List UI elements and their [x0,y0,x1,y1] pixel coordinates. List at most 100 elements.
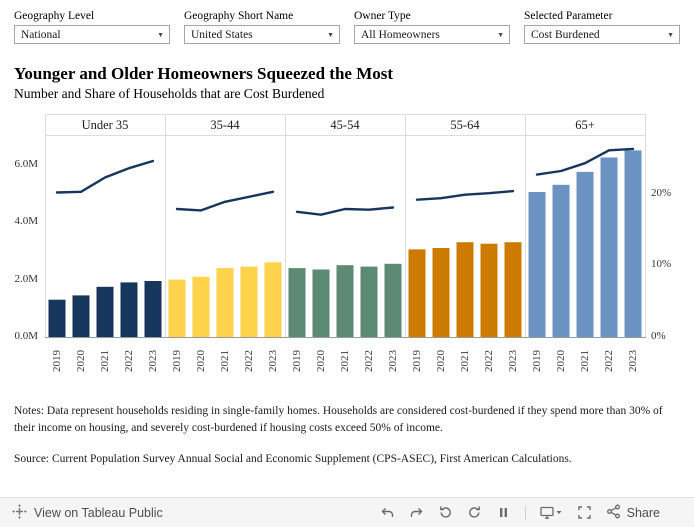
download-icon[interactable] [539,505,563,520]
bar-55-64-2021[interactable] [456,242,474,337]
geography-short-name-dropdown[interactable]: United States ▼ [184,25,340,44]
panel-divider [165,114,166,337]
y-tick-left-0.0M: 0.0M [14,330,38,342]
bar-under-35-2022[interactable] [120,282,138,337]
share-line-55-64[interactable] [415,189,515,201]
x-tick-35-44-2023: 2023 [267,350,279,372]
x-tick-55-64-2021: 2021 [459,350,471,372]
bar-65-2022[interactable] [600,157,618,338]
panel-header-35-44: 35-44 [210,118,240,132]
share-button[interactable]: Share [606,504,660,522]
chevron-down-icon: ▼ [667,30,674,39]
share-line-35-44[interactable] [175,190,275,212]
x-tick-55-64-2023: 2023 [507,350,519,372]
filter-label-owner-type: Owner Type [354,10,411,22]
share-line-45-54[interactable] [295,206,395,216]
x-tick-45-54-2019: 2019 [291,350,303,372]
x-tick-35-44-2021: 2021 [219,350,231,372]
panel-header-45-54: 45-54 [330,118,360,132]
undo-icon[interactable] [380,505,395,520]
tableau-toolbar: View on Tableau Public [0,497,694,527]
x-tick-65-2020: 2020 [555,350,567,372]
share-line-65[interactable] [535,147,635,176]
bar-35-44-2019[interactable] [168,279,186,337]
selected-parameter-dropdown[interactable]: Cost Burdened ▼ [524,25,680,44]
panel-header-row: Under 35 35-44 45-54 55-64 65+ [45,114,645,136]
refresh-icon[interactable] [467,505,482,520]
bar-45-54-2020[interactable] [312,269,330,338]
x-axis-line [45,337,646,338]
share-label: Share [626,505,660,520]
filter-bar: Geography Level National ▼ Geography Sho… [0,0,694,44]
bar-45-54-2019[interactable] [288,268,306,337]
bar-under-35-2023[interactable] [144,281,162,337]
owner-type-dropdown[interactable]: All Homeowners ▼ [354,25,510,44]
bar-35-44-2021[interactable] [216,268,234,337]
x-tick-35-44-2022: 2022 [243,350,255,372]
notes-text: Notes: Data represent households residin… [14,405,663,434]
filter-selected-parameter: Selected Parameter Cost Burdened ▼ [524,10,680,44]
revert-icon[interactable] [438,505,453,520]
selected-parameter-value: Cost Burdened [531,28,600,41]
share-icon [606,504,621,522]
bar-45-54-2023[interactable] [384,263,402,337]
bar-65-2019[interactable] [528,192,546,337]
x-tick-under-35-2023: 2023 [147,350,159,372]
bar-55-64-2019[interactable] [408,249,426,337]
x-tick-65-2019: 2019 [531,350,543,372]
bar-under-35-2019[interactable] [48,299,66,337]
panel-divider [45,114,46,337]
filter-label-selected-parameter: Selected Parameter [524,10,613,22]
source-text: Source: Current Population Survey Annual… [14,453,572,466]
bar-55-64-2022[interactable] [480,243,498,337]
panel-divider [405,114,406,337]
x-tick-45-54-2022: 2022 [363,350,375,372]
bar-35-44-2020[interactable] [192,276,210,337]
filter-geography-short-name: Geography Short Name United States ▼ [184,10,340,44]
fullscreen-icon[interactable] [577,505,592,520]
bar-65-2020[interactable] [552,184,570,337]
y-tick-left-6.0M: 6.0M [14,157,38,170]
view-on-tableau-public-link[interactable]: View on Tableau Public [12,503,163,522]
x-tick-55-64-2022: 2022 [483,350,495,372]
bar-55-64-2023[interactable] [504,242,522,337]
owner-type-value: All Homeowners [361,28,440,41]
panel-divider [645,114,646,337]
geography-level-dropdown[interactable]: National ▼ [14,25,170,44]
bar-55-64-2020[interactable] [432,248,450,337]
x-tick-under-35-2019: 2019 [51,350,63,372]
filter-geography-level: Geography Level National ▼ [14,10,170,44]
filter-label-geography-short-name: Geography Short Name [184,10,294,22]
bar-35-44-2022[interactable] [240,266,258,337]
x-tick-65-2022: 2022 [603,350,615,372]
x-tick-35-44-2019: 2019 [171,350,183,372]
bar-65-2021[interactable] [576,171,594,337]
bar-under-35-2020[interactable] [72,295,90,337]
chevron-down-icon: ▼ [157,30,164,39]
filter-owner-type: Owner Type All Homeowners ▼ [354,10,510,44]
bar-65-2023[interactable] [624,150,642,337]
bar-45-54-2022[interactable] [360,266,378,337]
bar-under-35-2021[interactable] [96,286,114,337]
chart: Under 35 35-44 45-54 55-64 65+ 0.0M 2.0M 4.0M 6… [0,114,694,383]
bar-35-44-2023[interactable] [264,262,282,337]
panel-divider [525,114,526,337]
pause-icon[interactable] [496,505,511,520]
x-tick-under-35-2021: 2021 [99,350,111,372]
chevron-down-icon: ▼ [497,30,504,39]
panel-header-under-35: Under 35 [81,118,129,132]
plot-area [48,147,642,338]
chart-title: Younger and Older Homeowners Squeezed th… [14,64,394,83]
x-tick-65-2021: 2021 [579,350,591,372]
chart-subtitle: Number and Share of Households that are … [14,86,325,101]
x-tick-under-35-2022: 2022 [123,350,135,372]
bar-45-54-2021[interactable] [336,265,354,337]
x-tick-35-44-2020: 2020 [195,350,207,372]
y-axis-left: 0.0M 2.0M 4.0M 6.0M [0,114,38,383]
x-tick-45-54-2021: 2021 [339,350,351,372]
share-line-under-35[interactable] [55,159,155,194]
toolbar-separator [524,505,526,520]
redo-icon[interactable] [409,505,424,520]
y-tick-right-10%: 10% [651,258,672,271]
